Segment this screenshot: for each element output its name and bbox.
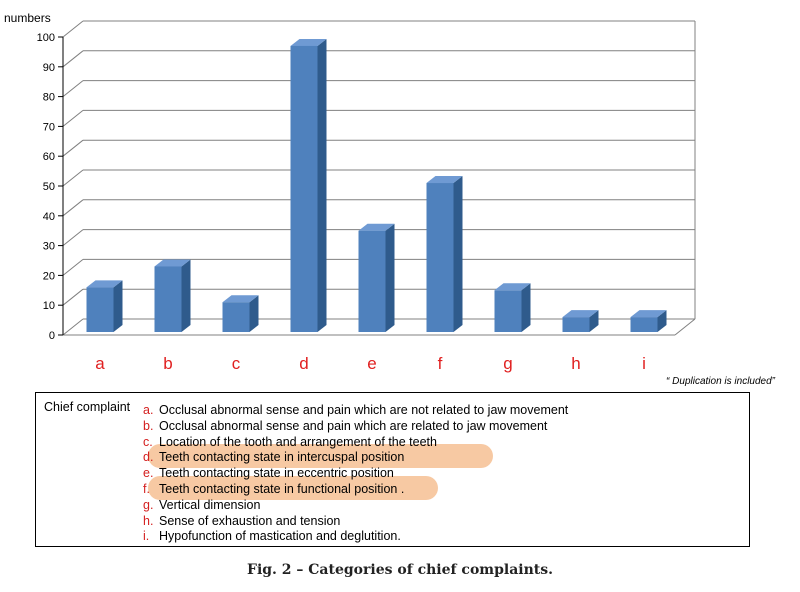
chart-bars	[86, 38, 667, 332]
y-tick-label: 40	[43, 211, 55, 223]
legend-item-text: Vertical dimension	[159, 497, 261, 512]
figure-caption: Fig. 2 – Categories of chief complaints.	[247, 562, 553, 578]
y-tick-label: 30	[43, 241, 55, 253]
bar	[630, 317, 658, 332]
y-tick-label: 80	[43, 92, 55, 104]
y-tick-label: 0	[49, 330, 55, 342]
legend-item: e. Teeth contacting state in eccentric po…	[143, 465, 394, 481]
bar-side	[521, 283, 531, 332]
x-tick-label: b	[163, 354, 172, 373]
legend-item-text: Sense of exhaustion and tension	[159, 513, 341, 528]
legend-item-letter: f.	[143, 482, 150, 496]
bar-top	[222, 295, 259, 303]
bar-side	[249, 295, 259, 332]
x-tick-label: h	[571, 354, 580, 373]
legend-item-letter: e.	[143, 466, 154, 481]
chart-axes	[58, 36, 64, 336]
gridline-side	[62, 80, 84, 97]
gridline-side	[62, 259, 84, 276]
gridline-side	[62, 199, 84, 217]
bar-top	[154, 259, 191, 267]
gridline-side	[62, 139, 84, 157]
legend-item-text: Occlusal abnormal sense and pain which a…	[159, 403, 569, 417]
bar	[562, 317, 590, 332]
x-tick-label: f	[438, 354, 443, 373]
legend-item: i. Hypofunction of mastication and deglut…	[143, 528, 401, 544]
bar-top	[426, 176, 463, 184]
bar	[494, 290, 522, 332]
x-tick-label: c	[232, 354, 241, 373]
y-tick-label: 50	[43, 181, 55, 193]
bar	[358, 230, 386, 332]
y-tick-label: 90	[43, 62, 55, 74]
legend-title: Chief complaint	[44, 400, 131, 414]
bar-side	[317, 38, 327, 332]
legend-item: g. Vertical dimension	[143, 497, 260, 513]
gridline-side	[62, 110, 84, 127]
x-tick-label: g	[503, 354, 512, 373]
bar	[154, 266, 182, 332]
bar	[222, 302, 250, 332]
bar-side	[453, 176, 463, 332]
legend-item: d. Teeth contacting state in intercuspal …	[143, 449, 404, 465]
y-tick-label: 10	[43, 300, 55, 312]
bar-top	[630, 310, 667, 318]
bar-top	[562, 310, 599, 318]
x-tick-label: d	[299, 354, 308, 373]
legend-item: f. Teeth contacting state in functional p…	[143, 481, 404, 497]
gridline-side	[62, 229, 84, 246]
bar-top	[86, 280, 123, 288]
legend-item-text: Teeth contacting state in intercuspal po…	[159, 450, 405, 465]
gridline-side	[62, 169, 84, 187]
gridline-side	[62, 20, 84, 38]
floor-right-edge	[674, 318, 696, 336]
bar-side	[385, 223, 395, 332]
duplication-note: “ Duplication is included”	[666, 376, 776, 387]
x-tick-label: i	[642, 354, 646, 373]
legend-item-letter: d.	[143, 450, 154, 465]
gridline-side	[62, 318, 84, 336]
y-tick-label: 60	[43, 151, 55, 163]
y-tick-label: 20	[43, 270, 55, 282]
bar	[426, 183, 454, 332]
bar-side	[113, 280, 123, 332]
highlight-mark	[148, 444, 493, 469]
legend-item-letter: c.	[143, 434, 153, 449]
bar-top	[358, 223, 395, 231]
legend-item-text: Teeth contacting state in functional pos…	[159, 482, 405, 496]
legend-item-letter: h.	[143, 513, 154, 528]
bar-side	[181, 259, 191, 332]
gridline-side	[62, 50, 84, 68]
legend-item: c. Location of the tooth and arrangement …	[143, 434, 437, 450]
x-tick-label: a	[95, 354, 105, 373]
legend-item: h. Sense of exhaustion and tension	[143, 513, 340, 529]
legend-item-text: Teeth contacting state in eccentric posi…	[159, 466, 394, 481]
chart-labels: 0 10 20 30 40 50 60 70 80 90 100 a b c d e f g h i	[37, 32, 646, 373]
legend-item-letter: a.	[143, 403, 154, 417]
bar-side	[657, 310, 667, 332]
y-tick-label: 70	[43, 121, 55, 133]
bar	[86, 287, 114, 332]
y-tick-label: 100	[37, 32, 55, 44]
bar-top	[494, 283, 531, 291]
legend-item-letter: b.	[143, 418, 154, 433]
legend-item: b. Occlusal abnormal sense and pain which…	[143, 418, 547, 434]
bar	[290, 45, 318, 332]
highlight-mark	[148, 476, 438, 500]
legend-item-text: Location of the tooth and arrangement of…	[159, 434, 437, 449]
legend-item-text: Hypofunction of mastication and deglutit…	[159, 529, 401, 544]
legend-item-text: Occlusal abnormal sense and pain which a…	[159, 418, 548, 433]
bar-top	[290, 38, 327, 46]
x-tick-label: e	[367, 354, 376, 373]
gridline-side	[62, 288, 84, 306]
legend-box: Chief complaint a. Occlusal abnormal sens…	[35, 392, 750, 547]
legend-item-letter: g.	[143, 497, 154, 512]
y-axis-label: numbers	[4, 11, 51, 25]
bar-side	[589, 310, 599, 332]
legend-item-letter: i.	[143, 529, 150, 544]
legend-item: a. Occlusal abnormal sense and pain which…	[143, 402, 568, 418]
